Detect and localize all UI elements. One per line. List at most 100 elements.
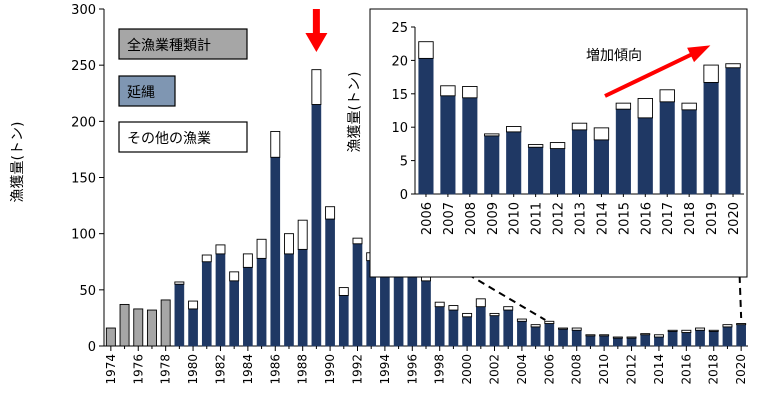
- bar-2005-series-2: [530, 324, 541, 328]
- main-x-tick-label: 2008: [570, 354, 584, 385]
- inset-bar-2018-series-1: [681, 102, 697, 111]
- bar-1998-series-1: [434, 306, 445, 347]
- bar-1998-series-2: [434, 301, 445, 308]
- main-x-tick-label: 1976: [131, 354, 145, 385]
- bar-1982-series-2: [215, 244, 226, 255]
- bar-1978-series-0: [160, 299, 171, 347]
- inset-x-tick-label: 2006: [420, 202, 435, 235]
- inset-bar-2011-series-1: [527, 144, 544, 148]
- main-y-tick-label: 150: [71, 172, 96, 187]
- bar-2003-series-2: [503, 306, 514, 311]
- bar-2018-series-2: [708, 329, 719, 332]
- main-x-tick-label: 2002: [488, 354, 502, 385]
- bar-2013-series-1: [640, 334, 651, 347]
- inset-bar-2018-series-0: [681, 109, 697, 195]
- inset-y-tick-label: 10: [391, 121, 408, 136]
- bar-1981-series-2: [201, 254, 212, 263]
- main-x-tick-label: 1996: [405, 354, 419, 385]
- main-y-tick-label: 100: [71, 228, 96, 243]
- zoom-connector-lines: [436, 203, 743, 321]
- bar-2001-series-1: [475, 306, 486, 347]
- bar-1987-series-1: [284, 253, 294, 347]
- main-x-tick-label: 2014: [652, 354, 666, 385]
- main-x-tick-label: 1986: [268, 354, 282, 385]
- main-y-tick-label: 200: [71, 115, 96, 130]
- bar-1992-series-1: [352, 243, 363, 347]
- bar-2002-series-1: [489, 315, 500, 347]
- bar-1991-series-2: [338, 287, 349, 296]
- bar-2007-series-2: [558, 327, 568, 330]
- bar-2000-series-1: [462, 316, 472, 347]
- bar-2012-series-1: [626, 337, 637, 347]
- bar-1991-series-1: [338, 295, 349, 347]
- inset-bar-2017-series-1: [659, 89, 675, 103]
- bar-1996-series-1: [407, 276, 418, 347]
- inset-bar-2008-series-0: [462, 97, 478, 195]
- bar-2000-series-2: [462, 312, 473, 318]
- main-x-tick-label: 1990: [323, 354, 337, 385]
- inset-bar-2017-series-0: [659, 101, 675, 195]
- bar-1975-series-0: [119, 303, 130, 347]
- main-x-tick-label: 2000: [460, 354, 474, 385]
- main-x-tick-label: 2004: [515, 354, 529, 385]
- bar-2011-series-1: [613, 337, 623, 347]
- inset-x-tick-label: 2018: [683, 202, 698, 235]
- inset-bar-2006-series-1: [418, 41, 434, 59]
- main-x-tick-label: 1974: [104, 354, 118, 385]
- main-x-tick-label: 2018: [707, 354, 721, 385]
- inset-bar-2007-series-1: [440, 85, 456, 97]
- bar-1983-series-1: [229, 280, 239, 347]
- inset-y-axis-label: 漁獲量(トン): [347, 72, 363, 153]
- main-x-tick-label: 1998: [433, 354, 447, 385]
- inset-bar-2016-series-0: [637, 117, 653, 195]
- inset-x-tick-label: 2020: [727, 202, 742, 235]
- main-x-axis: 1974 1976 1978 1980 1982 1984 1986 1988 1990 1992…: [104, 346, 748, 385]
- bar-2017-series-1: [695, 329, 705, 347]
- bar-1990-series-1: [325, 218, 335, 347]
- main-x-tick-label: 2020: [734, 354, 748, 385]
- bar-1988-series-2: [297, 219, 308, 250]
- bar-1989-series-2: [311, 69, 322, 105]
- main-y-tick-label: 250: [71, 59, 96, 74]
- bar-1979-series-1: [174, 283, 185, 347]
- bar-2019-series-2: [722, 324, 733, 328]
- bar-1984-series-2: [242, 253, 253, 268]
- inset-x-tick-label: 2015: [617, 202, 632, 235]
- inset-bar-2019-series-1: [703, 64, 719, 83]
- bar-2008-series-2: [571, 327, 582, 331]
- inset-x-tick-label: 2010: [508, 202, 523, 235]
- inset-bar-2013-series-0: [571, 129, 588, 195]
- inset-bar-2012-series-1: [549, 142, 566, 150]
- bar-2001-series-2: [475, 298, 486, 308]
- inset-x-tick-label: 2016: [639, 202, 654, 235]
- main-x-tick-label: 2010: [597, 354, 611, 385]
- bar-1997-series-1: [421, 280, 431, 347]
- bar-2014-series-1: [654, 336, 664, 347]
- bar-2009-series-1: [585, 335, 596, 347]
- inset-bar-2019-series-0: [703, 82, 719, 195]
- bar-1984-series-1: [243, 267, 253, 347]
- bar-1986-series-1: [270, 156, 281, 347]
- main-bars: [105, 69, 747, 347]
- bar-1986-series-2: [270, 130, 281, 158]
- main-x-tick-label: 1992: [350, 354, 364, 385]
- bar-1980-series-1: [188, 308, 198, 347]
- inset-bar-2009-series-0: [484, 135, 500, 195]
- inset-x-tick-label: 2008: [464, 202, 479, 235]
- bar-2007-series-1: [558, 328, 568, 347]
- trend-arrow-icon: [604, 45, 711, 98]
- inset-y-tick-label: 20: [391, 54, 408, 69]
- peak-arrow-icon: [305, 9, 328, 52]
- bar-1976-series-0: [133, 308, 144, 347]
- bar-2011-series-2: [612, 336, 623, 339]
- inset-x-tick-label: 2014: [595, 202, 610, 235]
- inset-bar-2015-series-1: [615, 102, 632, 110]
- bar-2012-series-2: [626, 336, 637, 339]
- bar-1981-series-1: [201, 261, 212, 347]
- main-x-tick-label: 2012: [625, 354, 639, 385]
- main-x-tick-label: 1994: [378, 354, 392, 385]
- bar-2017-series-2: [695, 327, 706, 331]
- inset-x-tick-label: 2011: [530, 202, 545, 235]
- bar-2004-series-2: [516, 318, 527, 322]
- main-y-tick-label: 300: [71, 3, 96, 18]
